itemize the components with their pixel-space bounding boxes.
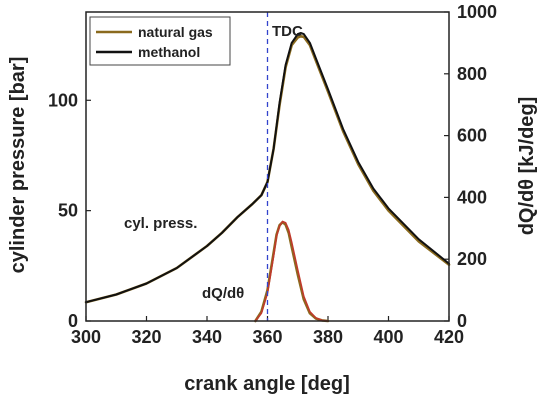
series-methanol-pressure [85,32,450,304]
legend-box [89,16,231,66]
y-axis-ticks: 0 50 100 [48,90,91,331]
x-tick-label: 300 [71,327,101,347]
y2-tick-label: 1000 [457,2,497,22]
y2-tick-label: 600 [457,126,487,146]
annotation-cyl-press: cyl. press. [124,215,197,232]
x-tick-label: 360 [252,327,282,347]
legend-label-natural-gas: natural gas [138,24,213,40]
x-tick-label: 380 [313,327,343,347]
x-axis-ticks: 300 320 340 360 380 400 420 [71,316,464,347]
y2-tick-label: 400 [457,187,487,207]
y-tick-label: 0 [68,311,78,331]
x-tick-label: 400 [373,327,403,347]
x-tick-label: 320 [131,327,161,347]
series-layer [84,32,451,323]
y2-axis-ticks: 0 200 400 600 800 1000 [444,2,497,331]
legend: natural gas methanol [89,16,231,66]
y-tick-label: 50 [58,201,78,221]
y-axis-label: cylinder pressure [bar] [7,57,29,274]
y2-tick-label: 800 [457,64,487,84]
y-tick-label: 100 [48,90,78,110]
annotation-tdc: TDC [272,23,303,40]
x-tick-label: 420 [434,327,464,347]
legend-label-methanol: methanol [138,44,200,60]
plot-frame [85,11,450,322]
x-axis-label: crank angle [deg] [184,373,350,395]
y2-axis-label: dQ/dθ [kJ/deg] [516,97,538,236]
series-methanol-hrr [254,220,329,322]
x-tick-label: 340 [192,327,222,347]
y2-tick-label: 0 [457,311,467,331]
annotation-dqdtheta: dQ/dθ [202,285,244,302]
y2-tick-label: 200 [457,249,487,269]
